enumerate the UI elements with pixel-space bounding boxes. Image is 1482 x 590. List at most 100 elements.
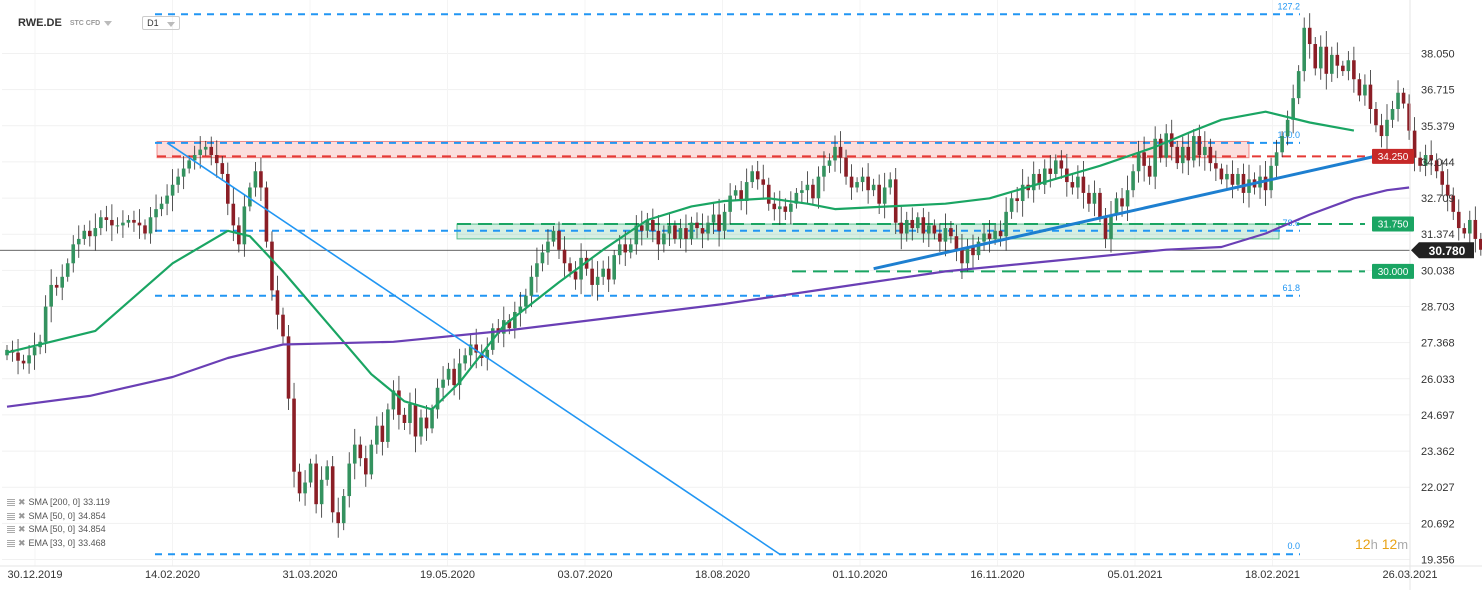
candle-body <box>783 206 788 212</box>
candle-body <box>524 295 528 307</box>
candle-body <box>16 352 20 361</box>
candle-body <box>1087 192 1091 204</box>
candles-layer <box>5 13 1482 538</box>
settings-icon[interactable] <box>7 539 15 547</box>
candle-body <box>1263 176 1268 191</box>
candle-body <box>557 230 561 250</box>
close-icon[interactable]: ✖ <box>18 524 26 534</box>
candle-body <box>535 263 539 277</box>
candle-body <box>330 466 335 513</box>
candle-body <box>805 184 810 191</box>
x-tick-label: 31.03.2020 <box>282 569 337 581</box>
timer-minutes: 12 <box>1381 536 1398 552</box>
candle-body <box>728 195 732 212</box>
candle-body <box>778 206 782 210</box>
candle-body <box>21 360 26 364</box>
symbol-dropdown-icon[interactable] <box>104 20 113 26</box>
price-tag-box <box>1372 216 1414 232</box>
candle-body <box>1357 79 1362 96</box>
settings-icon[interactable] <box>7 512 15 520</box>
candle-body <box>99 217 103 229</box>
legend-label: SMA [50, 0] <box>28 524 76 534</box>
candle-body <box>369 444 374 475</box>
y-tick-label: 31.374 <box>1421 229 1455 241</box>
close-icon[interactable]: ✖ <box>18 497 26 507</box>
candle-body <box>993 230 997 239</box>
settings-icon[interactable] <box>7 526 15 534</box>
candle-body <box>226 173 230 204</box>
candle-body <box>755 171 760 180</box>
candle-body <box>695 222 699 229</box>
candle-body <box>452 368 456 386</box>
candle-body <box>110 219 114 226</box>
candle-body <box>1363 84 1367 96</box>
candle-body <box>744 182 749 202</box>
candle-body <box>319 479 324 505</box>
candle-body <box>314 463 318 505</box>
candle-body <box>844 157 848 177</box>
legend-item[interactable]: ✖ SMA [50, 0] 34.854 <box>7 510 110 524</box>
candle-body <box>849 176 854 188</box>
candle-body <box>811 184 815 199</box>
candle-body <box>54 284 59 288</box>
timeframe-value: D1 <box>147 18 159 28</box>
session-timer: 12h 12m <box>1355 536 1408 552</box>
candle-body <box>1142 152 1146 166</box>
indicator-legend: ✖ SMA [200, 0] 33.119 ✖ SMA [50, 0] 34.8… <box>7 496 110 550</box>
candle-body <box>1203 146 1207 156</box>
fib-level-label: 127.2 <box>1277 1 1300 11</box>
candle-body <box>137 222 142 226</box>
legend-item[interactable]: ✖ SMA [200, 0] 33.119 <box>7 496 110 510</box>
settings-icon[interactable] <box>7 499 15 507</box>
support-zone <box>456 223 1280 240</box>
candle-body <box>800 190 804 193</box>
legend-value: 34.854 <box>78 510 106 521</box>
candle-body <box>1285 119 1290 137</box>
candle-body <box>1468 219 1472 234</box>
close-icon[interactable]: ✖ <box>18 537 26 548</box>
candle-body <box>678 228 683 239</box>
candle-body <box>1092 192 1097 204</box>
candle-body <box>1479 238 1482 250</box>
legend-item[interactable]: ✖ EMA [33, 0] 33.468 <box>7 537 110 551</box>
candle-body <box>308 463 313 483</box>
candle-body <box>1109 214 1113 239</box>
close-icon[interactable]: ✖ <box>18 510 26 521</box>
candle-body <box>424 417 429 429</box>
candle-body <box>1208 146 1213 164</box>
y-tick-label: 20.692 <box>1421 518 1455 530</box>
candle-body <box>601 268 605 277</box>
candle-body <box>1434 160 1439 172</box>
candle-body <box>93 228 98 237</box>
candle-body <box>1197 136 1202 156</box>
symbol-name[interactable]: RWE.DE <box>18 17 62 29</box>
candle-body <box>463 355 467 364</box>
legend-item[interactable]: ✖ SMA [50, 0] 34.854 <box>7 523 110 537</box>
candle-body <box>1429 155 1433 161</box>
candle-body <box>231 203 236 226</box>
candle-body <box>706 222 710 234</box>
candle-body <box>628 244 633 253</box>
candle-body <box>1379 125 1384 137</box>
timeframe-select[interactable]: D1 <box>142 16 180 30</box>
trendlines-layer <box>166 142 1388 555</box>
candle-body <box>1081 176 1086 193</box>
candle-body <box>551 230 556 242</box>
candle-body <box>789 203 793 212</box>
candle-body <box>402 414 407 423</box>
candle-body <box>341 496 346 524</box>
candle-body <box>430 409 434 429</box>
candle-body <box>27 355 31 364</box>
candle-body <box>292 398 296 472</box>
x-tick-label: 30.12.2019 <box>7 569 62 581</box>
candle-body <box>954 236 959 250</box>
candle-body <box>617 244 622 256</box>
candle-body <box>1004 211 1008 237</box>
chart-toolbar: RWE.DE STC CFD D1 <box>18 14 180 32</box>
x-tick-label: 18.02.2021 <box>1245 569 1300 581</box>
candle-body <box>1269 165 1273 191</box>
candle-body <box>259 171 263 188</box>
candle-body <box>1296 71 1301 99</box>
candle-body <box>816 176 821 199</box>
